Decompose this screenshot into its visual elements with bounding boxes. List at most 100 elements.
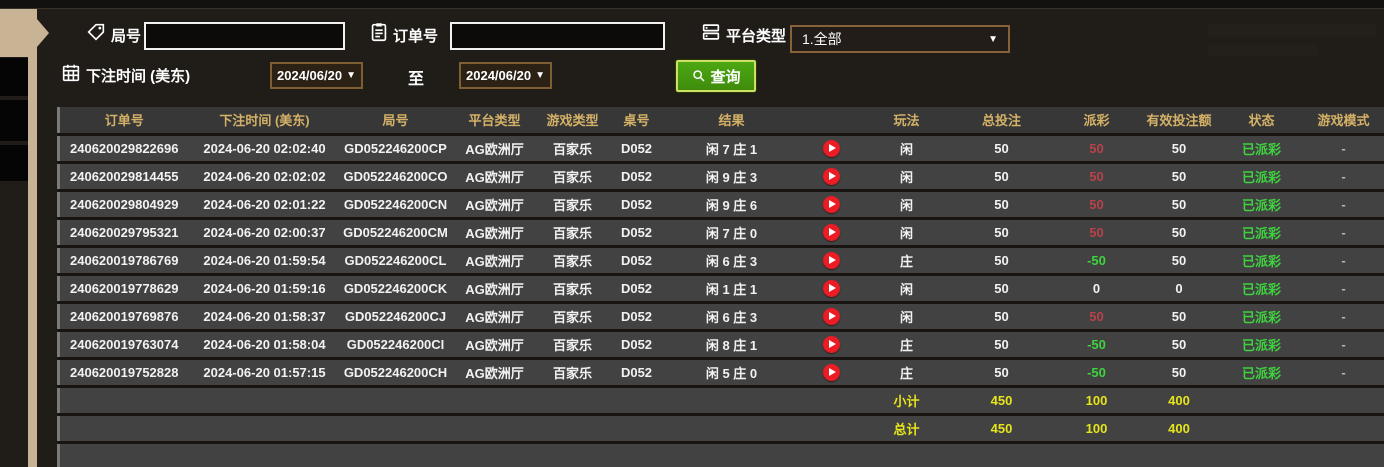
status-cell: 已派彩 [1221, 302, 1302, 330]
bet-time-cell: 2024-06-20 02:00:37 [188, 218, 341, 246]
subtotal-valid-bet: 400 [1136, 386, 1222, 414]
sidebar-item[interactable] [0, 145, 28, 181]
table-row: 240620029795321 2024-06-20 02:00:37 GD05… [58, 218, 1384, 246]
play-icon[interactable] [823, 139, 840, 157]
table-row: 240620019769876 2024-06-20 01:58:37 GD05… [58, 302, 1384, 330]
bet-time-cell: 2024-06-20 02:02:40 [188, 134, 341, 162]
bet-time-cell: 2024-06-20 01:57:15 [188, 358, 341, 386]
play-icon[interactable] [823, 279, 840, 297]
col-result: 结果 [666, 107, 797, 134]
status-cell: 已派彩 [1221, 190, 1302, 218]
col-game-mode: 游戏模式 [1301, 107, 1384, 134]
game-type-cell: 百家乐 [538, 190, 607, 218]
platform-cell: AG欧洲厅 [450, 358, 539, 386]
table-body: 240620029822696 2024-06-20 02:02:40 GD05… [58, 134, 1384, 386]
order-no-cell: 240620029804929 [58, 190, 189, 218]
total-bet-cell: 50 [946, 134, 1057, 162]
bet-time-label: 下注时间 (美东) [86, 68, 191, 85]
game-mode-cell: - [1301, 162, 1384, 190]
replay-cell [796, 302, 867, 330]
col-round-no: 局号 [340, 107, 451, 134]
play-icon[interactable] [823, 363, 840, 381]
game-mode-cell: - [1301, 246, 1384, 274]
col-bet-type: 玩法 [866, 107, 947, 134]
play-icon[interactable] [823, 223, 840, 241]
total-bet-cell: 50 [946, 274, 1057, 302]
sidebar-item[interactable] [0, 100, 28, 141]
col-valid-bet: 有效投注额 [1136, 107, 1222, 134]
order-no-cell: 240620029795321 [58, 218, 189, 246]
table-row: 240620019763074 2024-06-20 01:58:04 GD05… [58, 330, 1384, 358]
total-payout: 100 [1056, 414, 1137, 442]
payout-cell: 50 [1056, 302, 1137, 330]
subtotal-total-bet: 450 [946, 386, 1057, 414]
clipboard-icon [368, 21, 390, 43]
sidebar-rail [28, 9, 37, 467]
tag-icon [85, 21, 107, 43]
play-icon[interactable] [823, 251, 840, 269]
result-cell: 闲 5 庄 0 [666, 358, 797, 386]
platform-type-select[interactable]: 1.全部 ▼ [790, 25, 1010, 53]
play-icon[interactable] [823, 335, 840, 353]
chevron-down-icon: ▼ [535, 70, 545, 81]
order-no-cell: 240620029814455 [58, 162, 189, 190]
replay-cell [796, 358, 867, 386]
query-button[interactable]: 查询 [675, 59, 757, 93]
order-no-label: 订单号 [393, 28, 439, 45]
subtotal-row: 小计 450 100 400 [58, 386, 1384, 414]
table-header-row: 订单号 下注时间 (美东) 局号 平台类型 游戏类型 桌号 结果 玩法 总投注 … [58, 107, 1384, 134]
result-cell: 闲 6 庄 3 [666, 246, 797, 274]
sidebar-selected-arrow [37, 19, 49, 47]
payout-cell: 0 [1056, 274, 1137, 302]
platform-cell: AG欧洲厅 [450, 162, 539, 190]
play-icon[interactable] [823, 195, 840, 213]
replay-cell [796, 162, 867, 190]
game-type-cell: 百家乐 [538, 274, 607, 302]
status-cell: 已派彩 [1221, 330, 1302, 358]
subtotal-payout: 100 [1056, 386, 1137, 414]
game-type-cell: 百家乐 [538, 162, 607, 190]
total-bet-cell: 50 [946, 330, 1057, 358]
result-cell: 闲 6 庄 3 [666, 302, 797, 330]
round-no-input[interactable] [144, 22, 345, 50]
status-cell: 已派彩 [1221, 246, 1302, 274]
round-no-cell: GD052246200CL [340, 246, 451, 274]
sidebar-selected-item[interactable] [0, 9, 37, 57]
sidebar-item[interactable] [0, 58, 28, 96]
bets-table: 订单号 下注时间 (美东) 局号 平台类型 游戏类型 桌号 结果 玩法 总投注 … [57, 107, 1384, 467]
game-mode-cell: - [1301, 218, 1384, 246]
bet-type-cell: 闲 [866, 274, 947, 302]
order-no-cell: 240620019778629 [58, 274, 189, 302]
chevron-down-icon: ▼ [346, 70, 356, 81]
game-mode-cell: - [1301, 190, 1384, 218]
col-status: 状态 [1221, 107, 1302, 134]
subtotal-label: 小计 [866, 386, 947, 414]
game-type-cell: 百家乐 [538, 134, 607, 162]
status-cell: 已派彩 [1221, 218, 1302, 246]
date-from-picker[interactable]: 2024/06/20 ▼ [270, 62, 363, 89]
search-icon [693, 70, 706, 82]
order-no-cell: 240620029822696 [58, 134, 189, 162]
round-no-cell: GD052246200CN [340, 190, 451, 218]
game-type-cell: 百家乐 [538, 246, 607, 274]
play-icon[interactable] [823, 167, 840, 185]
game-type-cell: 百家乐 [538, 358, 607, 386]
result-cell: 闲 7 庄 1 [666, 134, 797, 162]
platform-type-value: 1.全部 [802, 31, 842, 47]
empty-row [58, 442, 1384, 467]
order-no-cell: 240620019786769 [58, 246, 189, 274]
round-no-cell: GD052246200CI [340, 330, 451, 358]
bet-type-cell: 闲 [866, 218, 947, 246]
platform-type-label: 平台类型 [726, 28, 787, 45]
replay-cell [796, 218, 867, 246]
play-icon[interactable] [823, 307, 840, 325]
valid-bet-cell: 50 [1136, 218, 1222, 246]
game-type-cell: 百家乐 [538, 302, 607, 330]
date-to-picker[interactable]: 2024/06/20 ▼ [459, 62, 552, 89]
order-no-input[interactable] [450, 22, 665, 50]
result-cell: 闲 9 庄 3 [666, 162, 797, 190]
calendar-icon [60, 62, 82, 84]
total-total-bet: 450 [946, 414, 1057, 442]
result-cell: 闲 8 庄 1 [666, 330, 797, 358]
platform-cell: AG欧洲厅 [450, 330, 539, 358]
